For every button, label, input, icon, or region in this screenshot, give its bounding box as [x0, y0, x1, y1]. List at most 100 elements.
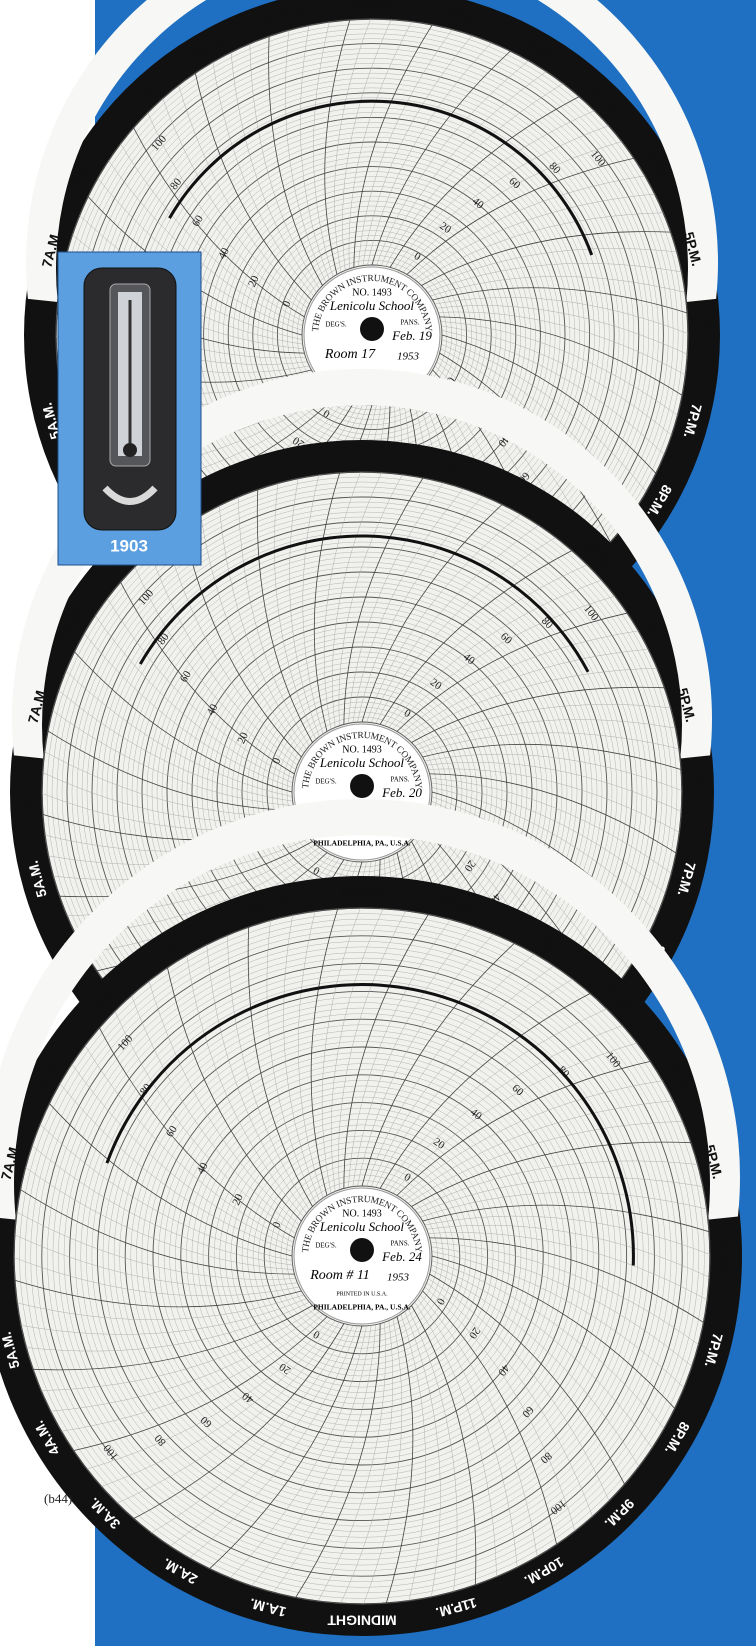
time-line — [417, 1177, 704, 1214]
time-line — [338, 474, 403, 726]
time-line — [99, 1027, 295, 1239]
time-line — [251, 1325, 372, 1587]
time-line — [370, 524, 539, 723]
time-line — [439, 316, 683, 396]
time-line — [431, 782, 666, 894]
time-line — [361, 942, 515, 1187]
spindle-hole — [360, 317, 384, 341]
time-line — [411, 1305, 477, 1586]
time-line — [440, 321, 678, 416]
card-right: PANS. — [390, 776, 409, 784]
time-line — [418, 212, 664, 283]
grid-circle — [276, 239, 468, 431]
grid-circle — [86, 980, 638, 1532]
card-room: Room 17 — [324, 347, 376, 362]
grid-circle — [41, 935, 683, 1577]
grid-circle — [158, 1052, 566, 1460]
time-line — [417, 1298, 518, 1568]
time-line — [441, 339, 647, 492]
time-line — [370, 965, 555, 1187]
time-line — [363, 1318, 403, 1605]
time-line — [343, 914, 429, 1189]
time-line — [289, 478, 320, 737]
recording-trace — [168, 99, 594, 256]
time-line — [14, 1279, 302, 1308]
grid-circle — [47, 941, 677, 1571]
time-line — [379, 993, 591, 1189]
grid-circle — [275, 1169, 449, 1343]
time-line — [396, 1061, 651, 1196]
card-school: Lenicolu School — [329, 298, 415, 313]
time-line — [101, 1320, 336, 1487]
time-line — [428, 1278, 610, 1502]
time-line — [52, 710, 294, 806]
time-line — [404, 1100, 674, 1201]
time-line — [429, 1237, 704, 1323]
time-line — [424, 1215, 711, 1255]
scale-label: 0 — [270, 1220, 283, 1230]
time-line — [302, 474, 324, 734]
time-line — [134, 566, 296, 770]
time-line — [209, 1325, 363, 1570]
time-line — [414, 1160, 698, 1211]
time-line — [120, 143, 304, 322]
time-line — [384, 1008, 608, 1190]
time-line — [107, 598, 294, 779]
time-line — [212, 61, 314, 297]
time-line — [230, 1325, 367, 1579]
time-line — [366, 953, 535, 1187]
time-line — [298, 911, 324, 1198]
thermometer-bulb — [123, 443, 137, 457]
scale-label: 0 — [402, 707, 413, 720]
time-line — [407, 1308, 458, 1592]
time-line — [404, 1311, 441, 1598]
card-city: PHILADELPHIA, PA., U.S.A. — [313, 839, 410, 848]
time-line — [396, 612, 628, 732]
time-line — [431, 787, 659, 914]
time-line — [31, 1145, 293, 1266]
time-line — [151, 1324, 349, 1534]
card-number: NO. 1493 — [342, 744, 381, 755]
grid-circle — [141, 1035, 583, 1477]
grid-circle — [296, 259, 448, 411]
card-city: PHILADELPHIA, PA., U.S.A. — [313, 1303, 410, 1312]
time-line — [194, 72, 312, 301]
time-line — [334, 18, 371, 273]
time-line — [441, 325, 672, 436]
time-line — [385, 83, 564, 267]
time-line — [408, 1121, 683, 1204]
time-line — [186, 955, 304, 1218]
scale-label: 20 — [230, 1192, 246, 1207]
time-line — [247, 926, 313, 1207]
time-line — [367, 42, 492, 266]
time-line — [431, 1246, 693, 1367]
time-line — [47, 730, 295, 811]
grid-circle — [235, 1129, 489, 1383]
time-line — [133, 1323, 345, 1519]
hour-label: MIDNIGHT — [327, 1612, 397, 1628]
time-line — [429, 1273, 625, 1485]
time-line — [41, 1308, 316, 1391]
time-line — [424, 248, 677, 290]
time-line — [417, 719, 676, 750]
hour-label: 6P.M. — [718, 1239, 734, 1274]
scale-label: 0 — [311, 1328, 322, 1341]
time-line — [426, 1224, 710, 1278]
time-line — [218, 505, 307, 750]
time-line — [392, 595, 616, 730]
card-left: DEG'S. — [315, 778, 337, 786]
grid-circle — [96, 990, 628, 1522]
time-line — [431, 1264, 653, 1449]
card-left: DEG'S. — [325, 321, 347, 329]
time-line — [114, 1010, 296, 1234]
time-line — [149, 552, 298, 766]
time-line — [427, 263, 682, 293]
time-line — [317, 1322, 386, 1602]
time-line — [59, 1083, 293, 1252]
card-date: Feb. 20 — [381, 785, 422, 800]
time-line — [428, 768, 680, 833]
grid-circle — [286, 1180, 438, 1332]
recording-trace — [105, 983, 635, 1266]
inset: 1903 — [57, 251, 202, 566]
grid-circle — [119, 1013, 605, 1499]
